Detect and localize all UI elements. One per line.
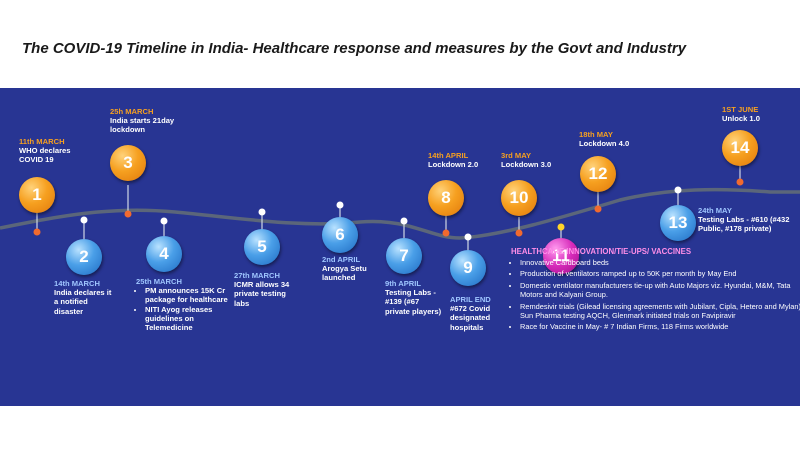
healthcare-title: HEALTHCARE INNOVATION/TIE-UPS/ VACCINES [511, 247, 692, 256]
healthcare-item: Race for Vaccine in May- # 7 Indian Firm… [520, 322, 800, 331]
event-bullet: PM announces 15K Cr package for healthca… [145, 286, 234, 304]
event-node-7[interactable]: 7 [386, 238, 422, 274]
timeline-wave [0, 187, 800, 240]
event-node-4[interactable]: 4 [146, 236, 182, 272]
event-date: 25h MARCH [110, 107, 154, 116]
timeline-dot [464, 233, 472, 241]
event-text: India starts 21day lockdown [110, 116, 175, 135]
event-label-10: 3rd MAY Lockdown 3.0 [501, 151, 563, 169]
timeline-dot [160, 217, 168, 225]
healthcare-list: Innovative Cardboard beds Production of … [511, 258, 800, 334]
timeline-dots [33, 178, 744, 241]
event-date: 9th APRIL [385, 279, 421, 288]
timeline-dot [33, 228, 41, 236]
event-label-3: 25h MARCH India starts 21day lockdown [110, 107, 182, 135]
timeline-dot [80, 216, 88, 224]
event-text: Lockdown 4.0 [579, 139, 630, 149]
event-node-12[interactable]: 12 [580, 156, 616, 192]
event-text: Testing Labs - #610 (#432 Public, #178 p… [698, 215, 790, 234]
event-label-9: APRIL END #672 Covid designated hospital… [450, 295, 506, 332]
timeline-dot [400, 217, 408, 225]
healthcare-item: Domestic ventilator manufacturers tie-up… [520, 281, 800, 300]
event-label-6: 2nd APRIL Arogya Setu launched [322, 255, 382, 283]
timeline-dot [594, 205, 602, 213]
healthcare-item: Innovative Cardboard beds [520, 258, 800, 267]
event-text: Lockdown 2.0 [428, 160, 479, 170]
event-text: WHO declares COVID 19 [19, 146, 71, 165]
event-label-12: 18th MAY Lockdown 4.0 [579, 130, 641, 148]
event-label-7: 9th APRIL Testing Labs - #139 (#67 priva… [385, 279, 443, 316]
event-node-6[interactable]: 6 [322, 217, 358, 253]
event-node-2[interactable]: 2 [66, 239, 102, 275]
event-text: Arogya Setu launched [322, 264, 367, 283]
event-date: 14th APRIL [428, 151, 469, 160]
event-node-14[interactable]: 14 [722, 130, 758, 166]
event-date: 24th MAY [698, 206, 732, 215]
event-text: India declares it a notified disaster [54, 288, 112, 316]
event-date: 2nd APRIL [322, 255, 361, 264]
event-text: Testing Labs - #139 (#67 private players… [385, 288, 442, 316]
event-node-13[interactable]: 13 [660, 205, 696, 241]
healthcare-item: Remdesivir trials (Gilead licensing agre… [520, 302, 800, 321]
event-text: ICMR allows 34 private testing labs [234, 280, 290, 308]
event-date: 27th MARCH [234, 271, 280, 280]
timeline-dot [674, 186, 682, 194]
event-date: 25th MARCH [136, 277, 182, 286]
timeline-dot [442, 229, 450, 237]
event-date: 11th MARCH [19, 137, 65, 146]
event-node-9[interactable]: 9 [450, 250, 486, 286]
timeline-dot [258, 208, 266, 216]
event-date: 3rd MAY [501, 151, 532, 160]
timeline-dot [557, 223, 565, 231]
event-label-13: 24th MAY Testing Labs - #610 (#432 Publi… [698, 206, 794, 234]
timeline-dot [515, 229, 523, 237]
timeline-dot [336, 201, 344, 209]
healthcare-item: Production of ventilators ramped up to 5… [520, 269, 800, 278]
event-node-1[interactable]: 1 [19, 177, 55, 213]
event-text: Unlock 1.0 [722, 114, 760, 124]
event-label-2: 14th MARCH India declares it a notified … [54, 279, 116, 316]
event-node-8[interactable]: 8 [428, 180, 464, 216]
event-date: 18th MAY [579, 130, 613, 139]
event-bullets: PM announces 15K Cr package for healthca… [136, 286, 234, 332]
event-node-5[interactable]: 5 [244, 229, 280, 265]
event-label-1: 11th MARCH WHO declares COVID 19 [19, 137, 91, 165]
event-node-11[interactable]: 11 [543, 238, 579, 274]
event-date: APRIL END [450, 295, 491, 304]
page-title: The COVID-19 Timeline in India- Healthca… [22, 40, 687, 57]
event-node-3[interactable]: 3 [110, 145, 146, 181]
timeline-dot [736, 178, 744, 186]
event-date: 1ST JUNE [722, 105, 759, 114]
event-label-5: 27th MARCH ICMR allows 34 private testin… [234, 271, 302, 308]
event-text: Lockdown 3.0 [501, 160, 552, 170]
event-bullet: NITI Ayog releases guidelines on Telemed… [145, 305, 234, 333]
timeline-dot [124, 210, 132, 218]
event-label-14: 1ST JUNE Unlock 1.0 [722, 105, 784, 123]
event-text: #672 Covid designated hospitals [450, 304, 491, 332]
timeline-panel: 1 2 3 4 5 6 7 8 9 10 11 12 13 14 11th MA… [0, 88, 800, 406]
event-label-4: 25th MARCH PM announces 15K Cr package f… [136, 277, 234, 332]
event-node-10[interactable]: 10 [501, 180, 537, 216]
event-date: 14th MARCH [54, 279, 100, 288]
event-label-8: 14th APRIL Lockdown 2.0 [428, 151, 490, 169]
